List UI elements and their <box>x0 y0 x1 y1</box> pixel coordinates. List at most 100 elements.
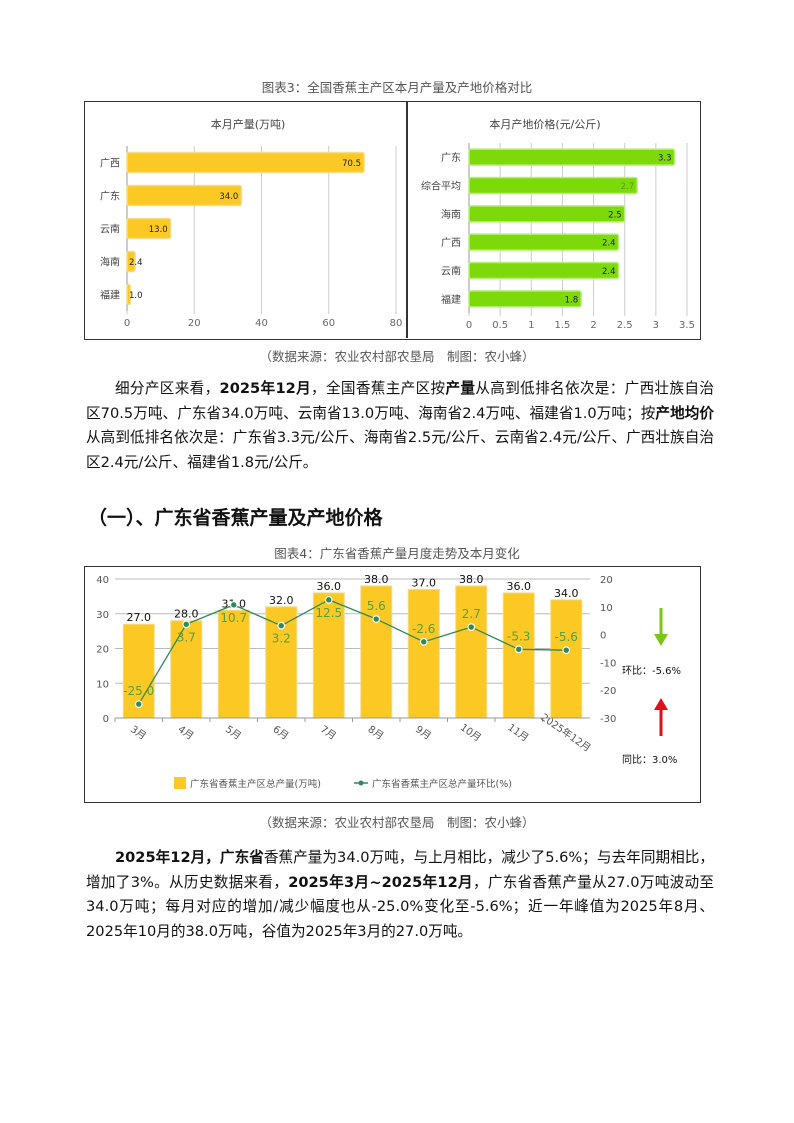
bar-data-label: 32.0 <box>269 594 294 607</box>
legend-swatch-bar <box>174 777 186 789</box>
data-label: 2.4 <box>602 239 616 249</box>
data-label: 1.8 <box>565 295 579 305</box>
bar-data-label: 36.0 <box>317 580 342 593</box>
line-point <box>134 700 143 709</box>
category-label: 福建 <box>441 293 461 306</box>
x-tick-label: 3月 <box>128 723 148 742</box>
x-tick-label: 6月 <box>271 723 291 742</box>
line-point <box>229 600 238 609</box>
category-label: 综合平均 <box>421 180 461 193</box>
line-point <box>277 621 286 630</box>
x-tick-label: 2.5 <box>617 320 633 331</box>
left-y-tick-label: 10 <box>96 679 109 690</box>
category-label: 海南 <box>441 208 461 221</box>
line-point <box>324 595 333 604</box>
line-data-label: -25.0 <box>123 684 154 698</box>
category-label: 海南 <box>100 256 120 269</box>
x-tick-label: 0 <box>466 320 472 331</box>
x-tick-label: 1 <box>528 320 534 331</box>
legend-label-line: 广东省香蕉主产区总产量环比(%) <box>372 778 512 790</box>
bar <box>468 290 582 308</box>
line-data-label: -2.6 <box>412 622 435 636</box>
category-label: 福建 <box>100 289 120 302</box>
data-label: 2.4 <box>129 258 143 268</box>
bar <box>126 250 136 273</box>
data-label: 34.0 <box>219 192 238 202</box>
bar <box>126 217 172 240</box>
bar-data-label: 36.0 <box>507 580 532 593</box>
category-label: 广东 <box>100 190 120 203</box>
figure4-chart: 010203040-30-20-100102027.03月28.04月31.05… <box>96 573 668 790</box>
x-tick-label: 2 <box>590 320 596 331</box>
bar-data-label: 38.0 <box>364 573 389 586</box>
yoy-value: 3.0% <box>652 755 678 766</box>
bar-data-label: 37.0 <box>412 576 437 589</box>
figure4-source: （数据来源：农业农村部农垦局 制图：农小蜂） <box>259 815 535 830</box>
x-tick-label: 80 <box>390 318 403 329</box>
line-data-label: 3.7 <box>177 630 196 644</box>
figure3-source: （数据来源：农业农村部农垦局 制图：农小蜂） <box>259 349 535 364</box>
x-tick-label: 3.5 <box>679 320 695 331</box>
bar <box>126 283 132 306</box>
data-label: 3.3 <box>658 154 672 164</box>
bar <box>312 592 345 719</box>
right-y-tick-label: -10 <box>600 658 616 669</box>
legend-label-bar: 广东省香蕉主产区总产量(万吨) <box>190 778 321 790</box>
bar <box>126 151 365 174</box>
x-tick-label: 7月 <box>318 723 338 742</box>
category-label: 广东 <box>441 151 461 164</box>
line-point <box>182 620 191 629</box>
line-data-label: 3.2 <box>272 632 291 646</box>
up-arrow-icon <box>654 698 668 710</box>
line-point <box>419 637 428 646</box>
bar <box>468 261 620 280</box>
mom-value: -5.6% <box>652 666 682 677</box>
right-y-tick-label: -20 <box>600 686 616 697</box>
right-y-tick-label: 10 <box>600 603 613 614</box>
category-label: 云南 <box>100 223 120 236</box>
category-label: 广西 <box>100 158 120 170</box>
bar <box>407 588 440 719</box>
left-y-tick-label: 40 <box>96 575 109 586</box>
legend-swatch-point <box>358 780 364 786</box>
figure3-title: 图表3：全国香蕉主产区本月产量及产地价格对比 <box>261 80 533 95</box>
line-data-label: 2.7 <box>462 607 481 621</box>
line-data-label: -5.3 <box>507 629 530 643</box>
x-tick-label: 0 <box>124 318 130 329</box>
x-tick-label: 8月 <box>366 723 386 742</box>
left-y-tick-label: 20 <box>96 645 109 656</box>
x-tick-label: 10月 <box>458 721 484 744</box>
bar <box>468 148 676 166</box>
bar-data-label: 34.0 <box>554 587 579 600</box>
bar-data-label: 38.0 <box>459 573 484 586</box>
category-label: 云南 <box>441 265 461 278</box>
bar <box>217 609 250 719</box>
line-data-label: -5.6 <box>555 630 578 644</box>
x-tick-label: 5月 <box>223 723 243 742</box>
bar <box>126 184 243 207</box>
yoy-label: 同比： <box>622 755 652 766</box>
data-label: 1.0 <box>129 291 143 301</box>
figure4-title: 图表4：广东省香蕉产量月度走势及本月变化 <box>274 546 520 561</box>
down-arrow-icon <box>654 634 668 646</box>
left-y-tick-label: 0 <box>103 714 109 725</box>
x-tick-label: 4月 <box>176 723 196 742</box>
paragraph-guangdong-summary: 2025年12月，广东省香蕉产量为34.0万吨，与上月相比，减少了5.6%；与去… <box>86 849 714 940</box>
mom-indicator: 环比：-5.6% <box>622 662 681 677</box>
line-data-label: 12.5 <box>315 606 342 620</box>
right-y-tick-label: 0 <box>600 631 606 642</box>
bar <box>468 233 620 251</box>
line-point <box>467 623 476 631</box>
category-label: 广西 <box>441 237 461 249</box>
line-series <box>138 599 567 705</box>
left-y-tick-label: 30 <box>96 610 109 621</box>
figure4-frame <box>84 566 701 803</box>
x-tick-label: 20 <box>188 318 201 329</box>
panel-divider <box>406 102 408 338</box>
x-tick-label: 3 <box>653 320 659 331</box>
data-label: 2.7 <box>621 182 635 192</box>
bar-data-label: 27.0 <box>127 611 152 624</box>
figure3-frame <box>84 101 701 340</box>
x-tick-label: 60 <box>322 318 335 329</box>
